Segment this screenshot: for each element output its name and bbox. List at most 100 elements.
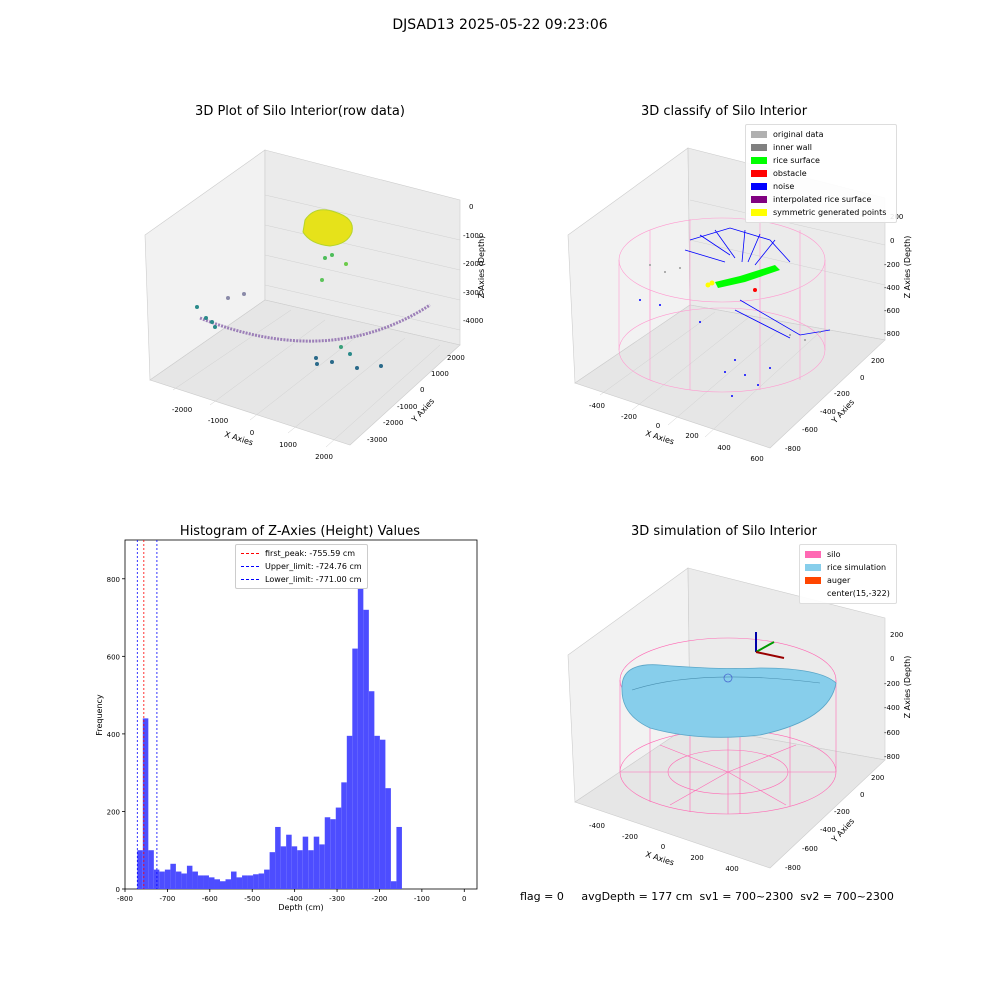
histogram-bar xyxy=(153,869,160,889)
histogram-y-ticks: 0 200 400 600 800 xyxy=(107,576,125,894)
legend-label: rice surface xyxy=(773,156,820,165)
legend-entry: inner wall xyxy=(751,141,891,154)
classify-z-tick: -600 xyxy=(884,307,900,315)
simulation-x-tick: -400 xyxy=(589,822,605,830)
histogram-bar xyxy=(159,871,165,889)
simulation-rice-ridge xyxy=(631,676,821,691)
classify-noise-points xyxy=(639,299,771,397)
histogram-bar xyxy=(214,879,220,889)
classify-y-tick: -200 xyxy=(834,390,850,398)
legend-swatch-center xyxy=(805,590,821,597)
classify-x-tick: 400 xyxy=(717,444,730,452)
classify-z-tick: -400 xyxy=(884,284,900,292)
legend-entry: noise xyxy=(751,180,891,193)
simulation-z-tick: -200 xyxy=(884,680,900,688)
histogram-bar xyxy=(275,826,281,889)
legend-label: original data xyxy=(773,130,824,139)
raw-z-tick: 0 xyxy=(469,203,473,211)
histogram-bar xyxy=(175,871,182,889)
histogram-y-tick-label: 600 xyxy=(107,653,120,661)
simulation-center-marker xyxy=(723,673,733,683)
simulation-z-tick: -400 xyxy=(884,704,900,712)
histogram-bar xyxy=(170,863,176,889)
histogram-bar xyxy=(319,844,325,889)
legend-label: Upper_limit: -724.76 cm xyxy=(265,562,362,571)
histogram-y-tick-label: 200 xyxy=(107,808,120,816)
legend-swatch-rice-simulation xyxy=(805,564,821,571)
raw-x-tick: 0 xyxy=(250,429,254,437)
legend-label: symmetric generated points xyxy=(773,208,887,217)
classify-symmetric-point xyxy=(705,282,711,288)
raw-y-tick: 1000 xyxy=(431,370,449,378)
raw-z-tick: -1000 xyxy=(463,232,483,240)
histogram-bar xyxy=(137,850,143,889)
simulation-z-label: Z Axies (Depth) xyxy=(903,656,912,719)
simulation-x-label: X Axies xyxy=(644,850,675,868)
raw-y-tick: 0 xyxy=(420,386,424,394)
legend-dash-lower-limit xyxy=(241,579,259,580)
histogram-x-tick-label: 0 xyxy=(462,895,466,903)
histogram-bar xyxy=(291,846,298,889)
histogram-bar xyxy=(341,782,347,889)
raw-scatter-points xyxy=(195,253,383,370)
simulation-rice-body xyxy=(621,664,837,738)
histogram-x-tick-label: -500 xyxy=(244,895,260,903)
classify-obstacle-point xyxy=(753,288,757,292)
legend-swatch-original xyxy=(751,131,767,138)
classify-legend: original data inner wall rice surface ob… xyxy=(745,124,897,223)
legend-swatch-silo xyxy=(805,551,821,558)
panel-title-histogram: Histogram of Z-Axies (Height) Values xyxy=(179,524,421,539)
legend-label: inner wall xyxy=(773,143,813,152)
simulation-z-ticks: 200 0 -200 -400 -600 -800 xyxy=(884,631,903,761)
legend-dash-upper-limit xyxy=(241,566,259,567)
histogram-bar xyxy=(313,836,320,889)
histogram-x-tick-label: -300 xyxy=(329,895,345,903)
histogram-frame xyxy=(124,539,478,890)
histogram-bar xyxy=(385,788,391,889)
classify-z-ticks: 200 0 -200 -400 -600 -800 xyxy=(884,213,903,338)
histogram-bar xyxy=(286,834,292,889)
classify-y-tick: 0 xyxy=(860,374,864,382)
legend-entry: rice simulation xyxy=(805,561,891,574)
histogram-bar xyxy=(352,648,358,889)
histogram-bar xyxy=(242,875,248,889)
legend-entry: Upper_limit: -724.76 cm xyxy=(241,560,362,573)
classify-y-tick: -800 xyxy=(785,445,801,453)
simulation-x-tick: 200 xyxy=(690,854,703,862)
histogram-bar xyxy=(368,691,375,889)
histogram-legend: first_peak: -755.59 cm Upper_limit: -724… xyxy=(235,544,368,589)
simulation-x-tick: 400 xyxy=(725,865,738,873)
raw-x-tick: 1000 xyxy=(279,441,297,449)
legend-entry: interpolated rice surface xyxy=(751,193,891,206)
raw-z-tick: -2000 xyxy=(463,260,483,268)
classify-3d-panel: -400 -200 0 200 400 600 X Axies 200 0 -2… xyxy=(567,147,912,463)
histogram-bar xyxy=(335,807,342,889)
figure-title: DJSAD13 2025-05-22 09:23:06 xyxy=(392,17,608,33)
histogram-bar xyxy=(181,873,187,889)
classify-x-label: X Axies xyxy=(644,429,675,447)
simulation-3d-panel: -400 -200 0 200 400 X Axies 200 0 -200 -… xyxy=(567,567,912,873)
classify-x-tick: 0 xyxy=(656,422,660,430)
raw-y-ticks: 2000 1000 0 -1000 -2000 -3000 xyxy=(367,354,465,444)
classify-z-tick: -800 xyxy=(884,330,900,338)
classify-y-tick: -600 xyxy=(802,426,818,434)
histogram-bar xyxy=(142,718,149,889)
histogram-bar xyxy=(297,850,303,889)
raw-z-ticks: 0 -1000 -2000 -3000 -4000 xyxy=(463,203,483,325)
legend-entry: first_peak: -755.59 cm xyxy=(241,547,362,560)
histogram-bar xyxy=(186,865,193,889)
simulation-y-tick: 200 xyxy=(871,774,884,782)
histogram-bar xyxy=(197,875,204,889)
raw-3d-panel: -2000 -1000 0 1000 2000 X Axies 2000 100… xyxy=(144,149,486,461)
histogram-bar xyxy=(379,739,386,889)
simulation-y-tick: -400 xyxy=(820,826,836,834)
legend-swatch-symmetric xyxy=(751,209,767,216)
panel-title-classify: 3D classify of Silo Interior xyxy=(640,104,808,119)
histogram-x-tick-label: -100 xyxy=(414,895,430,903)
histogram-bar xyxy=(203,875,209,889)
raw-y-tick: 2000 xyxy=(447,354,465,362)
legend-swatch-inner-wall xyxy=(751,144,767,151)
status-readout: flag = 0 avgDepth = 177 cm sv1 = 700~230… xyxy=(520,890,894,903)
histogram-x-tick-label: -200 xyxy=(372,895,388,903)
histogram-x-tick-label: -400 xyxy=(287,895,303,903)
